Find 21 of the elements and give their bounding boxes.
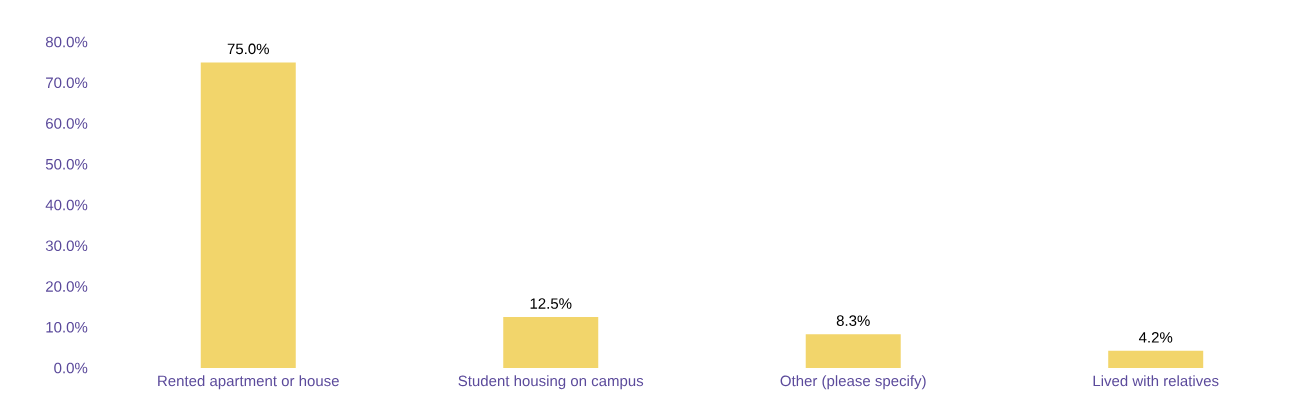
y-tick-label: 10.0% <box>46 321 88 333</box>
x-tick-label: Student housing on campus <box>458 375 644 390</box>
data-label: 75.0% <box>227 43 269 55</box>
y-tick-label: 30.0% <box>45 240 88 252</box>
bar <box>503 317 599 368</box>
y-tick-label: 80.0% <box>45 36 88 48</box>
bar <box>805 334 901 368</box>
y-tick-label: 0.0% <box>54 362 88 374</box>
data-label: 4.2% <box>1138 332 1173 343</box>
y-tick-label: 20.0% <box>46 281 88 292</box>
x-tick-label: Other (please specify) <box>780 375 926 390</box>
y-tick-label: 40.0% <box>45 199 88 211</box>
y-tick-label: 50.0% <box>45 158 88 170</box>
data-label: 8.3% <box>836 315 870 326</box>
data-label: 12.5% <box>530 298 572 309</box>
y-tick-label: 70.0% <box>46 77 88 89</box>
x-tick-label: Rented apartment or house <box>158 375 339 390</box>
bar <box>200 62 296 368</box>
bar <box>1108 350 1204 368</box>
x-tick-label: Lived with relatives <box>1093 375 1219 387</box>
y-tick-label: 60.0% <box>46 118 88 129</box>
